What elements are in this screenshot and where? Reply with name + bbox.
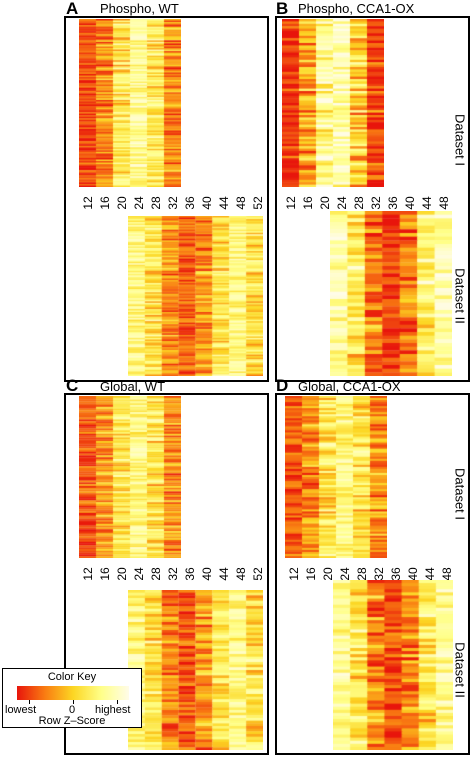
timepoint-label: 28 <box>148 567 163 581</box>
color-key-tick-mid <box>73 700 74 704</box>
heatmap-d-dataset-1 <box>285 396 387 558</box>
dataset-label-d-2: Dataset II <box>452 642 468 698</box>
timepoint-label: 16 <box>97 196 112 210</box>
timepoint-label: 16 <box>303 567 318 581</box>
timepoint-label: 48 <box>233 567 248 581</box>
panel-a <box>64 16 269 382</box>
heatmap-c-dataset-2 <box>128 590 263 750</box>
dataset-label-b-1: Dataset I <box>452 113 468 167</box>
time-axis-a: 12 16 20 24 28 32 36 40 44 48 52 <box>79 190 266 216</box>
panel-b <box>275 16 470 382</box>
timepoint-label: 16 <box>97 567 112 581</box>
timepoint-label: 16 <box>300 196 315 210</box>
color-key-high-label: highest <box>95 704 131 716</box>
timepoint-label: 12 <box>286 567 301 581</box>
timepoint-label: 12 <box>80 567 95 581</box>
time-axis-c: 12 16 20 24 28 32 36 40 44 48 52 <box>79 561 266 587</box>
color-key-tick-low <box>29 700 30 704</box>
dataset-label-d-1: Dataset I <box>452 467 468 521</box>
panel-d <box>275 393 470 755</box>
color-key-tick-high <box>117 700 118 704</box>
heatmap-b-dataset-2 <box>330 211 452 376</box>
panel-title-b: Phospho, CCA1-OX <box>298 1 415 16</box>
timepoint-label: 24 <box>131 196 146 210</box>
timepoint-label: 20 <box>114 196 129 210</box>
panel-letter-b: B <box>276 0 289 18</box>
timepoint-label: 52 <box>250 567 265 581</box>
heatmap-b-dataset-1 <box>282 19 384 187</box>
heatmap-a-dataset-1 <box>79 19 181 187</box>
dataset-label-b-2: Dataset II <box>452 268 468 324</box>
panel-letter-c: C <box>66 376 79 395</box>
timepoint-label: 44 <box>216 567 231 581</box>
panel-c <box>64 393 269 755</box>
timepoint-label: 44 <box>216 196 231 210</box>
timepoint-label: 32 <box>165 567 180 581</box>
panel-title-a: Phospho, WT <box>100 1 179 16</box>
timepoint-label: 32 <box>165 196 180 210</box>
color-key-title: Color Key <box>47 671 97 683</box>
panel-letter-d: D <box>276 376 289 395</box>
color-key-mid-label: 0 <box>69 704 76 716</box>
timepoint-label: 40 <box>199 567 214 581</box>
timepoint-label: 24 <box>131 567 146 581</box>
timepoint-label: 12 <box>283 196 298 210</box>
heatmap-a-dataset-2 <box>128 216 263 376</box>
timepoint-label: 36 <box>182 567 197 581</box>
panel-title-d: Global, CCA1-OX <box>298 379 401 394</box>
timepoint-label: 28 <box>148 196 163 210</box>
timepoint-label: 36 <box>182 196 197 210</box>
timepoint-label: 20 <box>114 567 129 581</box>
color-key-low-label: lowest <box>5 704 37 716</box>
panel-letter-a: A <box>66 0 79 18</box>
timepoint-label: 52 <box>250 196 265 210</box>
panel-title-c: Global, WT <box>100 379 166 394</box>
color-key-gradient <box>17 686 129 700</box>
heatmap-d-dataset-2 <box>333 580 453 750</box>
color-key-subtitle: Row Z–Score <box>38 715 106 727</box>
timepoint-label: 40 <box>199 196 214 210</box>
timepoint-label: 48 <box>233 196 248 210</box>
heatmap-c-dataset-1 <box>79 396 181 558</box>
color-key: Color Key lowest 0 highest Row Z–Score <box>2 668 142 728</box>
timepoint-label: 12 <box>80 196 95 210</box>
